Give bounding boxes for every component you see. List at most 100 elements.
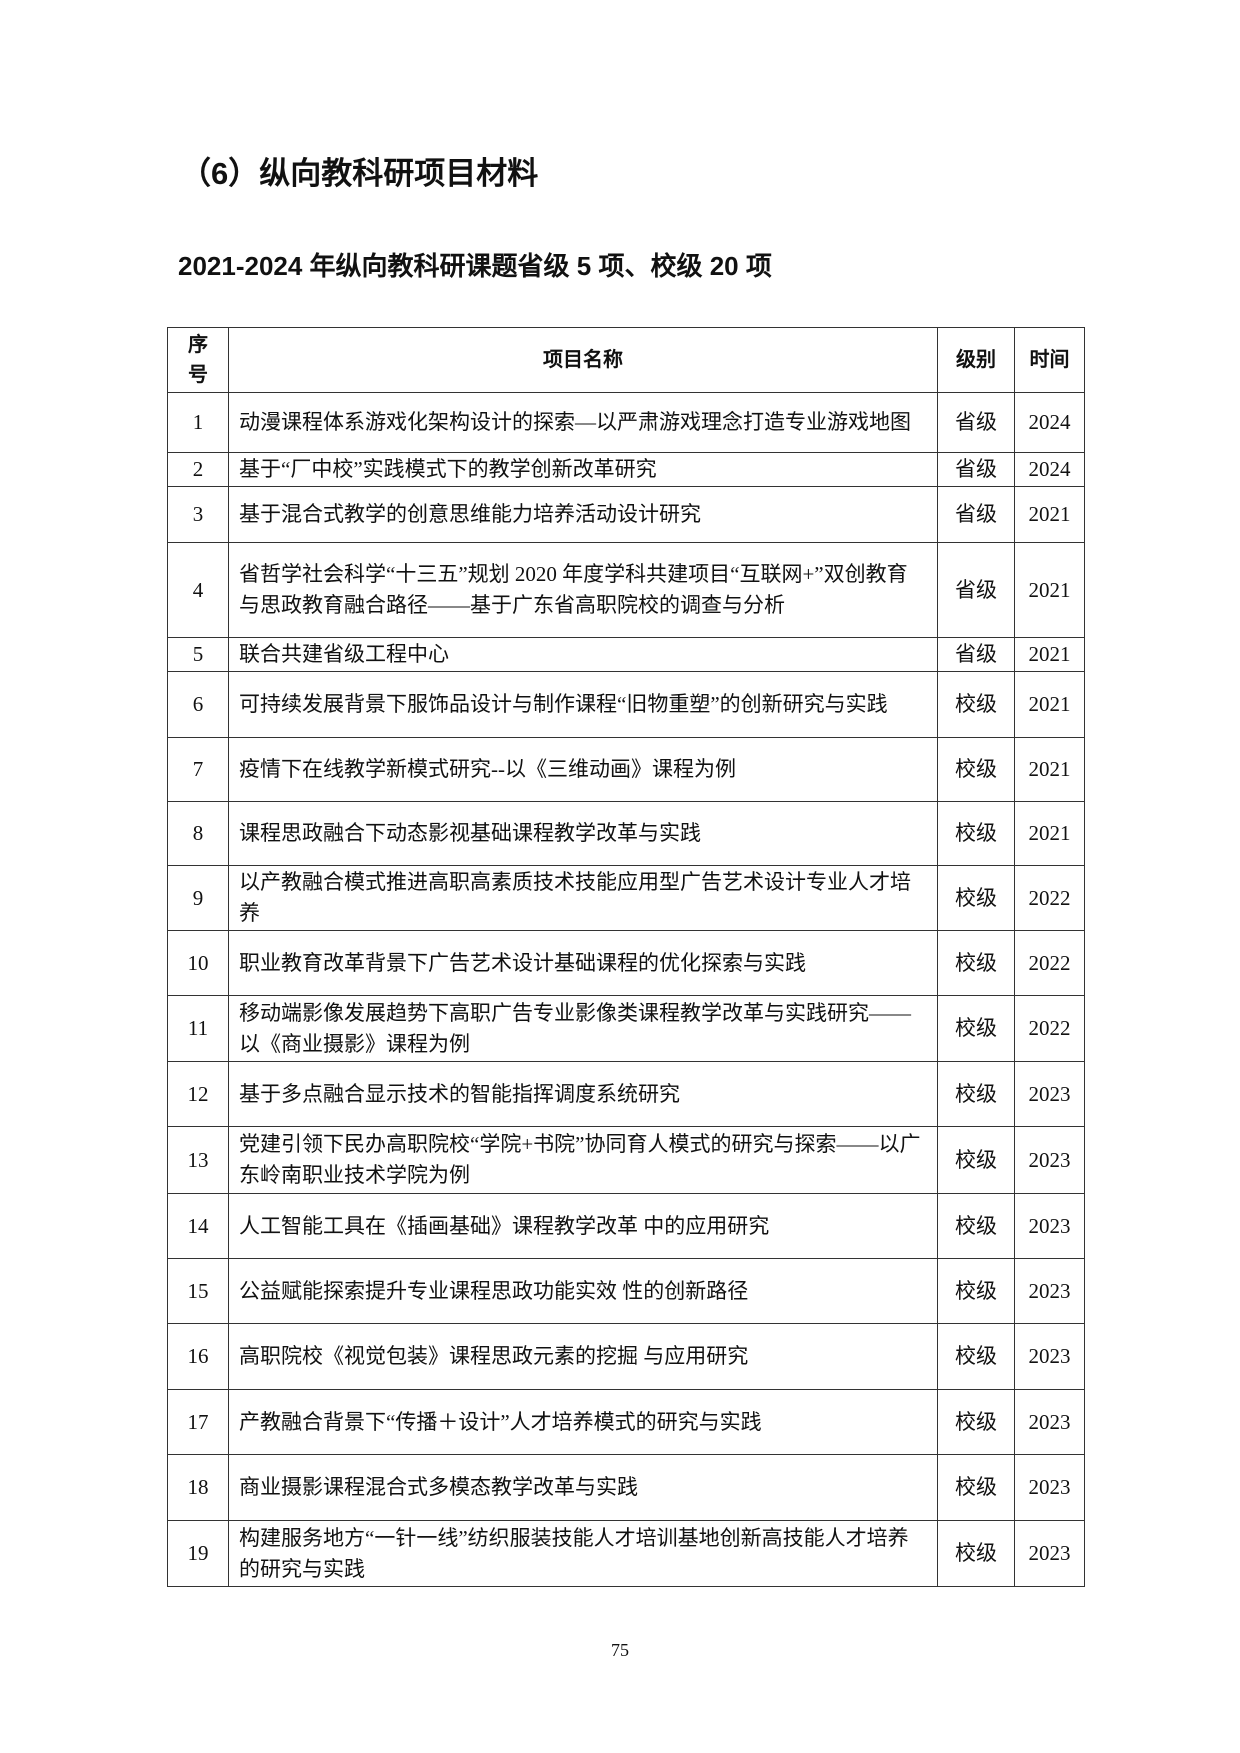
row-level: 校级 <box>937 1126 1015 1194</box>
row-index: 5 <box>167 637 229 672</box>
table-row: 1 动漫课程体系游戏化架构设计的探索—以严肃游戏理念打造专业游戏地图 省级 2024 <box>167 392 1085 453</box>
row-index: 19 <box>167 1520 229 1587</box>
row-year: 2022 <box>1014 865 1085 931</box>
row-index: 10 <box>167 930 229 996</box>
table-row: 9 以产教融合模式推进高职高素质技术技能应用型广告艺术设计专业人才培养 校级 2022 <box>167 865 1085 931</box>
table-row: 2 基于“厂中校”实践模式下的教学创新改革研究 省级 2024 <box>167 452 1085 487</box>
table-row: 19 构建服务地方“一针一线”纺织服装技能人才培训基地创新高技能人才培养的研究与实… <box>167 1520 1085 1587</box>
table-header-row: 序号 项目名称 级别 时间 <box>167 327 1085 393</box>
row-index: 17 <box>167 1389 229 1455</box>
row-project-name: 高职院校《视觉包装》课程思政元素的挖掘 与应用研究 <box>228 1323 938 1390</box>
row-project-name: 可持续发展背景下服饰品设计与制作课程“旧物重塑”的创新研究与实践 <box>228 671 938 738</box>
row-project-name: 构建服务地方“一针一线”纺织服装技能人才培训基地创新高技能人才培养的研究与实践 <box>228 1520 938 1587</box>
row-year: 2023 <box>1014 1258 1085 1324</box>
row-year: 2021 <box>1014 671 1085 738</box>
row-index: 11 <box>167 995 229 1062</box>
row-project-name: 人工智能工具在《插画基础》课程教学改革 中的应用研究 <box>228 1193 938 1259</box>
row-year: 2021 <box>1014 486 1085 543</box>
table-row: 4 省哲学社会科学“十三五”规划 2020 年度学科共建项目“互联网+”双创教育与… <box>167 542 1085 638</box>
header-index: 序号 <box>167 327 229 393</box>
row-index: 4 <box>167 542 229 638</box>
row-index: 7 <box>167 737 229 802</box>
row-year: 2021 <box>1014 801 1085 866</box>
row-year: 2024 <box>1014 452 1085 487</box>
row-index: 16 <box>167 1323 229 1390</box>
row-level: 校级 <box>937 671 1015 738</box>
row-year: 2023 <box>1014 1323 1085 1390</box>
table-row: 6 可持续发展背景下服饰品设计与制作课程“旧物重塑”的创新研究与实践 校级 2021 <box>167 671 1085 738</box>
row-index: 12 <box>167 1061 229 1127</box>
row-project-name: 以产教融合模式推进高职高素质技术技能应用型广告艺术设计专业人才培养 <box>228 865 938 931</box>
section-title: （6）纵向教科研项目材料 <box>180 156 539 191</box>
table-row: 14 人工智能工具在《插画基础》课程教学改革 中的应用研究 校级 2023 <box>167 1193 1085 1259</box>
row-year: 2023 <box>1014 1520 1085 1587</box>
table-row: 16 高职院校《视觉包装》课程思政元素的挖掘 与应用研究 校级 2023 <box>167 1323 1085 1390</box>
row-index: 1 <box>167 392 229 453</box>
row-index: 3 <box>167 486 229 543</box>
row-project-name: 职业教育改革背景下广告艺术设计基础课程的优化探索与实践 <box>228 930 938 996</box>
row-project-name: 课程思政融合下动态影视基础课程教学改革与实践 <box>228 801 938 866</box>
row-level: 省级 <box>937 637 1015 672</box>
table-row: 8 课程思政融合下动态影视基础课程教学改革与实践 校级 2021 <box>167 801 1085 866</box>
table-row: 10 职业教育改革背景下广告艺术设计基础课程的优化探索与实践 校级 2022 <box>167 930 1085 996</box>
row-level: 校级 <box>937 1520 1015 1587</box>
row-index: 2 <box>167 452 229 487</box>
table-row: 15 公益赋能探索提升专业课程思政功能实效 性的创新路径 校级 2023 <box>167 1258 1085 1324</box>
row-index: 9 <box>167 865 229 931</box>
row-level: 校级 <box>937 1323 1015 1390</box>
table-row: 13 党建引领下民办高职院校“学院+书院”协同育人模式的研究与探索——以广东岭南职… <box>167 1126 1085 1194</box>
table-row: 11 移动端影像发展趋势下高职广告专业影像类课程教学改革与实践研究——以《商业摄影… <box>167 995 1085 1062</box>
row-project-name: 疫情下在线教学新模式研究--以《三维动画》课程为例 <box>228 737 938 802</box>
row-year: 2023 <box>1014 1454 1085 1521</box>
row-project-name: 动漫课程体系游戏化架构设计的探索—以严肃游戏理念打造专业游戏地图 <box>228 392 938 453</box>
row-year: 2021 <box>1014 542 1085 638</box>
table-row: 3 基于混合式教学的创意思维能力培养活动设计研究 省级 2021 <box>167 486 1085 543</box>
row-project-name: 基于多点融合显示技术的智能指挥调度系统研究 <box>228 1061 938 1127</box>
row-level: 校级 <box>937 1389 1015 1455</box>
row-level: 校级 <box>937 995 1015 1062</box>
table-row: 7 疫情下在线教学新模式研究--以《三维动画》课程为例 校级 2021 <box>167 737 1085 802</box>
row-project-name: 省哲学社会科学“十三五”规划 2020 年度学科共建项目“互联网+”双创教育与思… <box>228 542 938 638</box>
row-year: 2021 <box>1014 737 1085 802</box>
row-index: 13 <box>167 1126 229 1194</box>
row-year: 2022 <box>1014 995 1085 1062</box>
row-project-name: 党建引领下民办高职院校“学院+书院”协同育人模式的研究与探索——以广东岭南职业技… <box>228 1126 938 1194</box>
table-row: 5 联合共建省级工程中心 省级 2021 <box>167 637 1085 672</box>
row-project-name: 公益赋能探索提升专业课程思政功能实效 性的创新路径 <box>228 1258 938 1324</box>
row-level: 省级 <box>937 486 1015 543</box>
row-level: 校级 <box>937 1454 1015 1521</box>
table-row: 17 产教融合背景下“传播＋设计”人才培养模式的研究与实践 校级 2023 <box>167 1389 1085 1455</box>
row-year: 2023 <box>1014 1061 1085 1127</box>
projects-table: 序号 项目名称 级别 时间 1 动漫课程体系游戏化架构设计的探索—以严肃游戏理念打… <box>167 327 1085 1587</box>
row-index: 14 <box>167 1193 229 1259</box>
row-project-name: 产教融合背景下“传播＋设计”人才培养模式的研究与实践 <box>228 1389 938 1455</box>
row-level: 省级 <box>937 452 1015 487</box>
header-level: 级别 <box>937 327 1015 393</box>
row-year: 2022 <box>1014 930 1085 996</box>
page-number: 75 <box>611 1640 629 1660</box>
row-level: 校级 <box>937 801 1015 866</box>
row-level: 校级 <box>937 865 1015 931</box>
header-name: 项目名称 <box>228 327 938 393</box>
row-index: 6 <box>167 671 229 738</box>
row-year: 2021 <box>1014 637 1085 672</box>
row-year: 2023 <box>1014 1389 1085 1455</box>
row-year: 2024 <box>1014 392 1085 453</box>
row-level: 校级 <box>937 1258 1015 1324</box>
subtitle: 2021-2024 年纵向教科研课题省级 5 项、校级 20 项 <box>178 251 772 281</box>
row-project-name: 联合共建省级工程中心 <box>228 637 938 672</box>
row-project-name: 移动端影像发展趋势下高职广告专业影像类课程教学改革与实践研究——以《商业摄影》课… <box>228 995 938 1062</box>
row-level: 省级 <box>937 392 1015 453</box>
table-row: 12 基于多点融合显示技术的智能指挥调度系统研究 校级 2023 <box>167 1061 1085 1127</box>
row-index: 15 <box>167 1258 229 1324</box>
row-level: 校级 <box>937 737 1015 802</box>
row-project-name: 商业摄影课程混合式多模态教学改革与实践 <box>228 1454 938 1521</box>
row-year: 2023 <box>1014 1193 1085 1259</box>
row-index: 18 <box>167 1454 229 1521</box>
row-level: 校级 <box>937 1061 1015 1127</box>
row-year: 2023 <box>1014 1126 1085 1194</box>
header-year: 时间 <box>1014 327 1085 393</box>
row-level: 省级 <box>937 542 1015 638</box>
row-project-name: 基于“厂中校”实践模式下的教学创新改革研究 <box>228 452 938 487</box>
row-level: 校级 <box>937 1193 1015 1259</box>
